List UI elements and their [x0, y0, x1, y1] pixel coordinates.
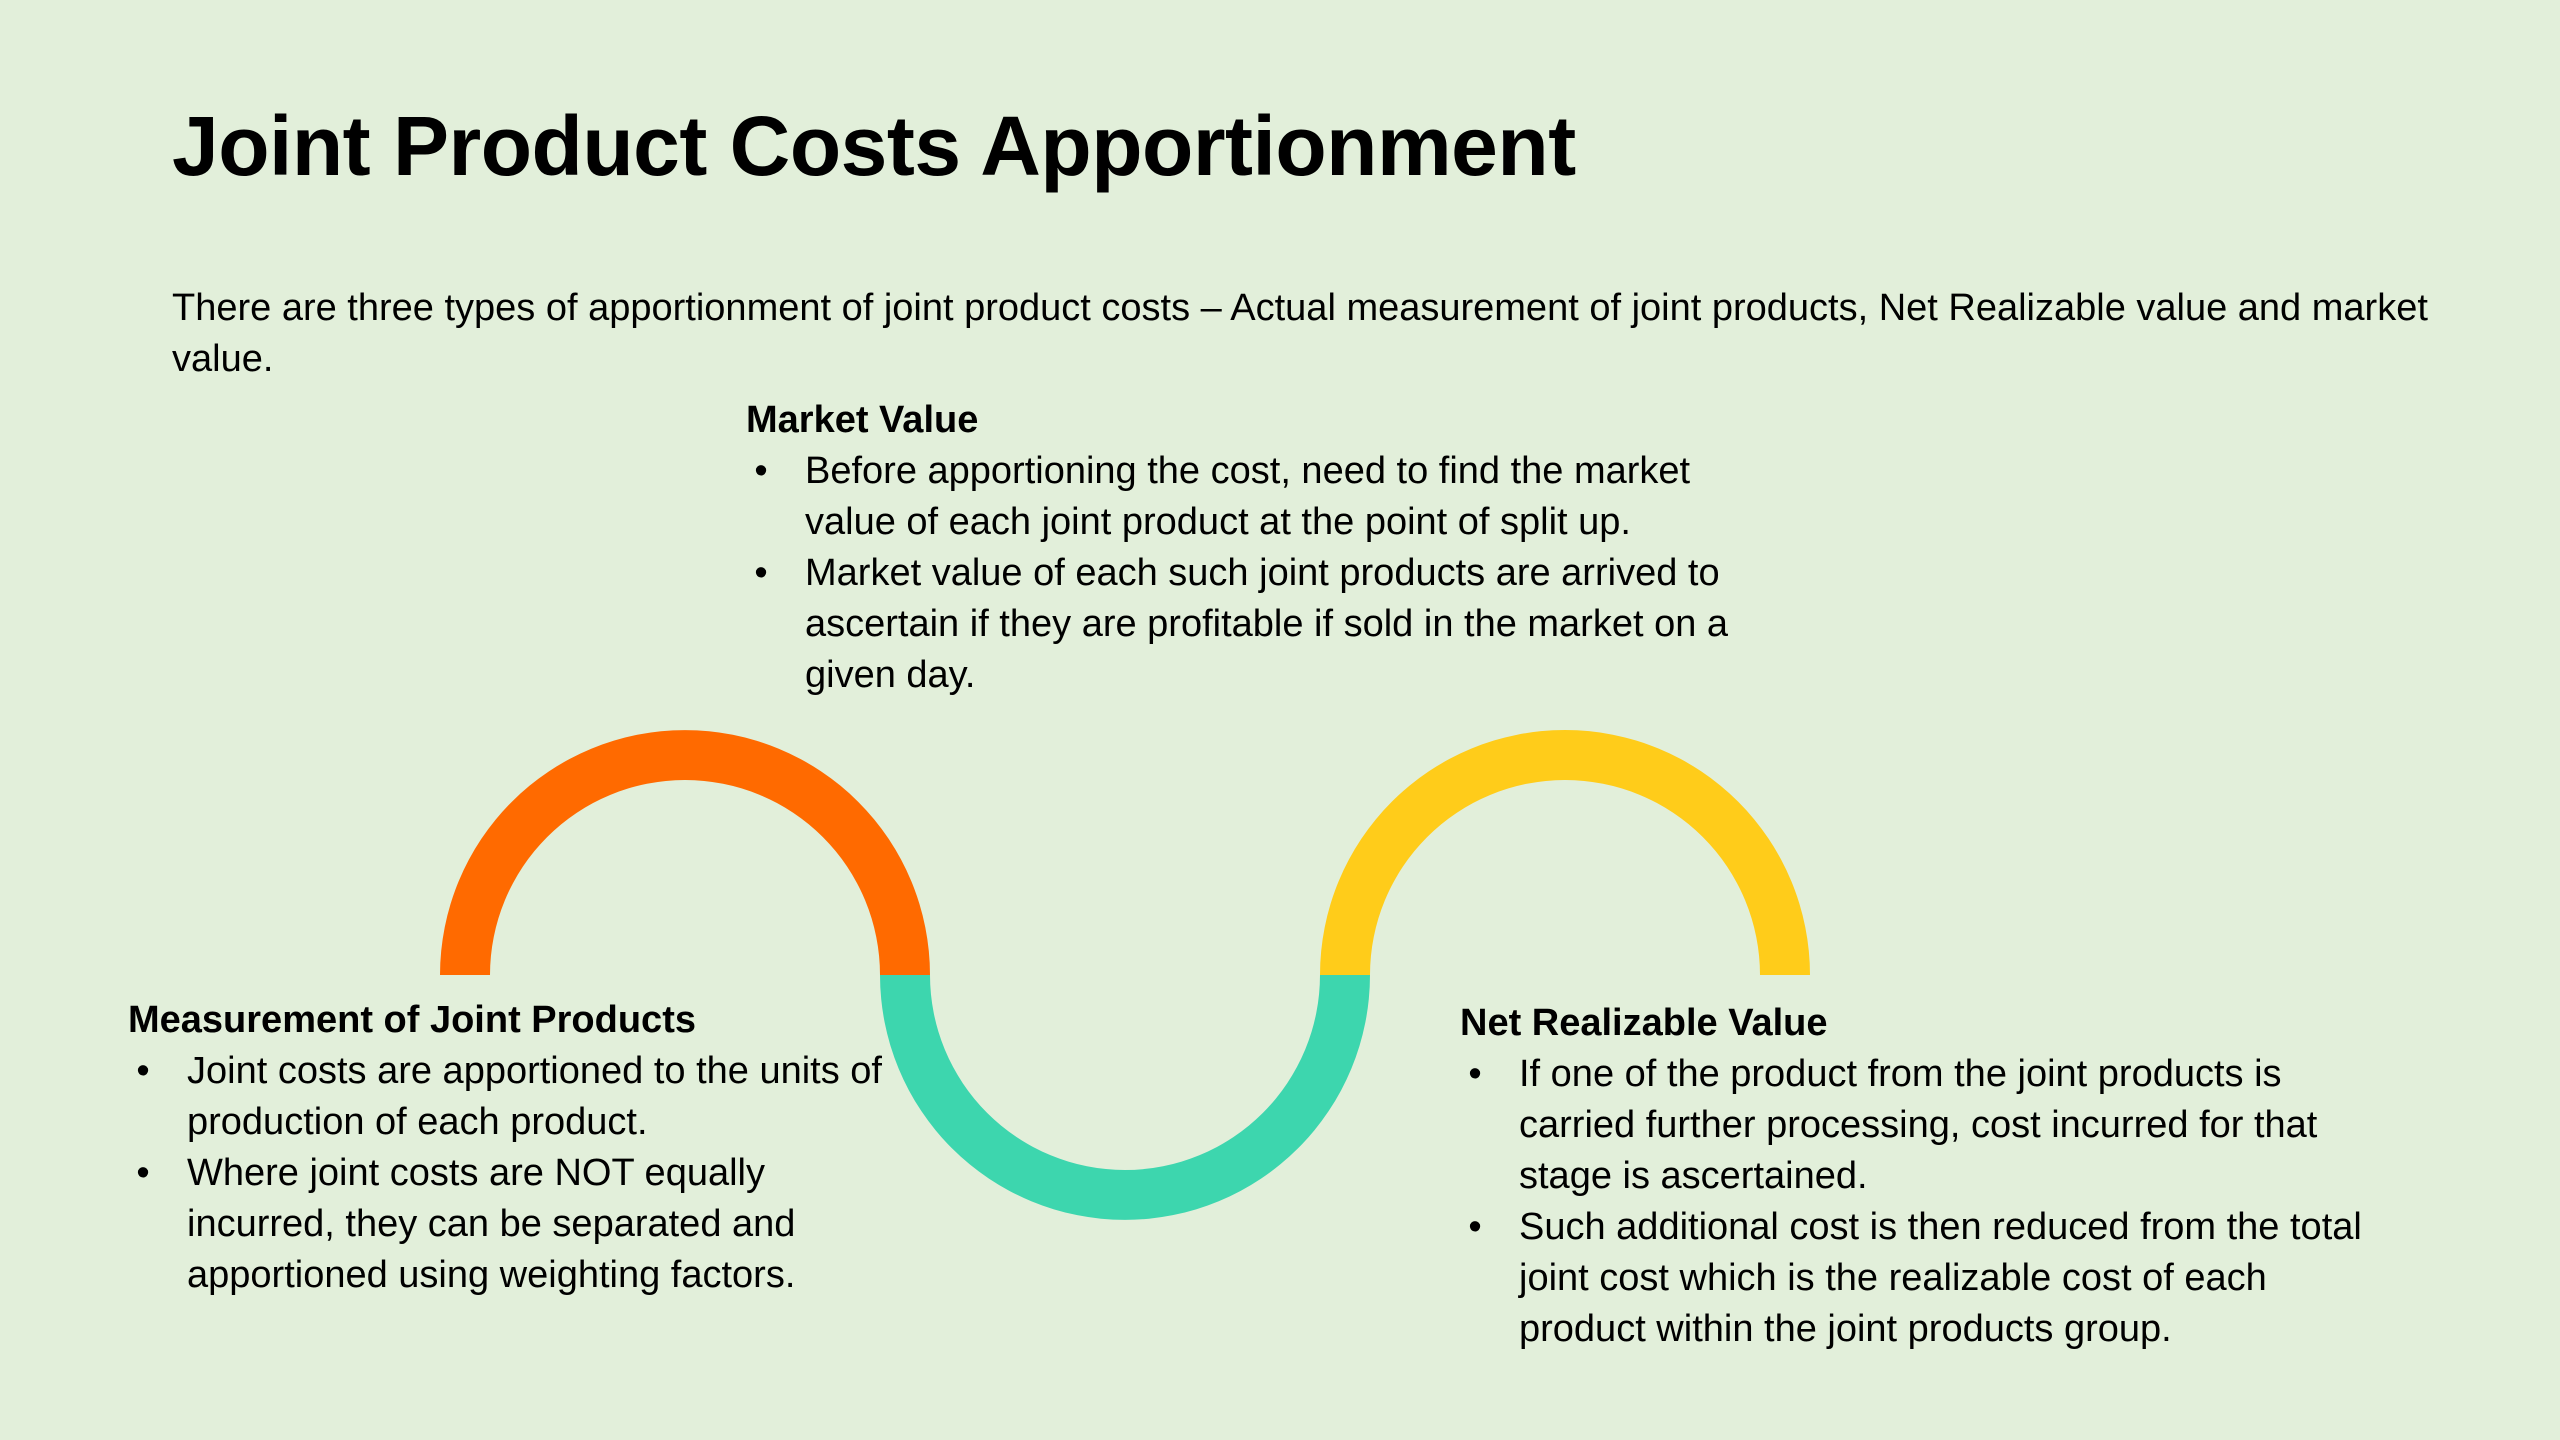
market-value-heading: Market Value — [746, 399, 979, 441]
list-item: • Before apportioning the cost, need to … — [746, 446, 1766, 548]
list-item-text: Market value of each such joint products… — [805, 552, 1729, 696]
list-item-text: If one of the product from the joint pro… — [1519, 1053, 2318, 1197]
measurement-list: • Joint costs are apportioned to the uni… — [128, 1046, 908, 1301]
list-item: • Joint costs are apportioned to the uni… — [128, 1046, 908, 1148]
market-value-block: Market Value • Before apportioning the c… — [746, 395, 1766, 701]
bullet-icon: • — [754, 552, 768, 594]
bullet-icon: • — [1468, 1053, 1482, 1095]
nrv-list: • If one of the product from the joint p… — [1460, 1049, 2380, 1355]
list-item: • Such additional cost is then reduced f… — [1460, 1202, 2380, 1355]
arc-orange — [440, 730, 930, 975]
bullet-icon: • — [1468, 1206, 1482, 1248]
list-item: • Where joint costs are NOT equally incu… — [128, 1148, 908, 1301]
slide-title: Joint Product Costs Apportionment — [172, 99, 1576, 193]
list-item-text: Such additional cost is then reduced fro… — [1519, 1206, 2362, 1350]
list-item-text: Before apportioning the cost, need to fi… — [805, 450, 1691, 543]
list-item: • If one of the product from the joint p… — [1460, 1049, 2380, 1202]
net-realizable-value-block: Net Realizable Value • If one of the pro… — [1460, 998, 2380, 1355]
intro-text: There are three types of apportionment o… — [172, 287, 2428, 380]
bullet-icon: • — [136, 1050, 150, 1092]
bullet-icon: • — [754, 450, 768, 492]
arc-yellow — [1320, 730, 1810, 975]
market-value-list: • Before apportioning the cost, need to … — [746, 446, 1766, 701]
arc-teal — [880, 975, 1370, 1220]
measurement-heading: Measurement of Joint Products — [128, 999, 696, 1041]
list-item-text: Joint costs are apportioned to the units… — [187, 1050, 882, 1143]
bullet-icon: • — [136, 1152, 150, 1194]
list-item-text: Where joint costs are NOT equally incurr… — [187, 1152, 796, 1296]
measurement-block: Measurement of Joint Products • Joint co… — [128, 995, 908, 1301]
list-item: • Market value of each such joint produc… — [746, 548, 1766, 701]
nrv-heading: Net Realizable Value — [1460, 1002, 1828, 1044]
